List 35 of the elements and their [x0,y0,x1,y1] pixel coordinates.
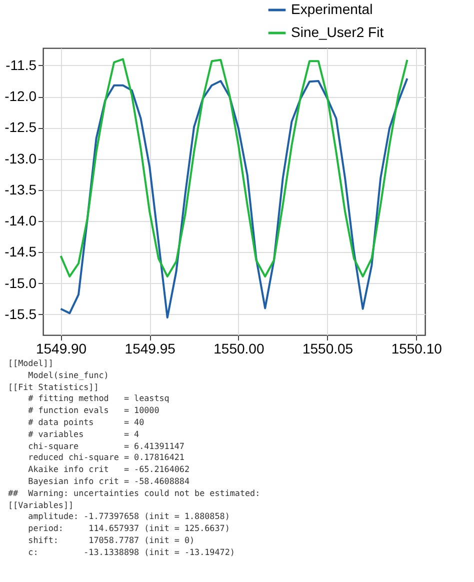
text: # fitting method = leastsq [27,393,170,406]
line-series [60,78,408,319]
text: # data points = 40 [27,416,146,429]
text: [[Fit Statistics]] [8,382,100,394]
x-tick-label: 1550.00 [214,340,264,356]
text: ## Warning: uncertainties could not be estimated: [8,488,262,500]
y-tick-label: -15.0 [4,274,37,291]
text: chi-square = 6.41391147 [27,440,186,452]
text: # variables = 4 [27,428,140,441]
legend-label: Sine_User2 Fit [291,24,384,40]
y-tick-label: -12.0 [4,88,37,104]
y-tick-label: -13.0 [4,150,37,166]
text: [[Variables]] [8,500,75,512]
text: # function evals = 10000 [27,405,160,417]
text: c: -13.1338898 (init = -13.19472) [27,546,236,559]
legend-label: Experimental [291,1,373,17]
y-tick-label: -11.5 [6,56,37,73]
y-tick-label: -15.5 [4,306,37,322]
text: [[Model]] [8,358,54,370]
text: shift: 17058.7787 (init = 0) [27,534,196,547]
y-tick-label: -12.5 [4,119,37,136]
x-tick-label: 1549.95 [124,340,176,356]
text: Model(sine_func) [27,370,110,382]
y-tick-label: -14.0 [4,212,37,229]
y-tick-label: -14.5 [4,244,37,260]
x-tick-label: 1550.05 [302,340,354,356]
text: amplitude: -1.77397658 (init = 1.880858) [27,511,231,524]
line-series [60,58,408,278]
text: period: 114.657937 (init = 125.6637) [27,523,231,535]
text: reduced chi-square = 0.17816421 [27,452,186,464]
text: Akaike info crit = -65.2164062 [27,464,191,476]
x-tick-label: 1549.90 [36,340,87,356]
text: Bayesian info crit = -58.4608884 [27,476,191,488]
y-tick-label: -13.5 [4,181,37,198]
x-tick-label: 1550.10 [391,340,442,356]
